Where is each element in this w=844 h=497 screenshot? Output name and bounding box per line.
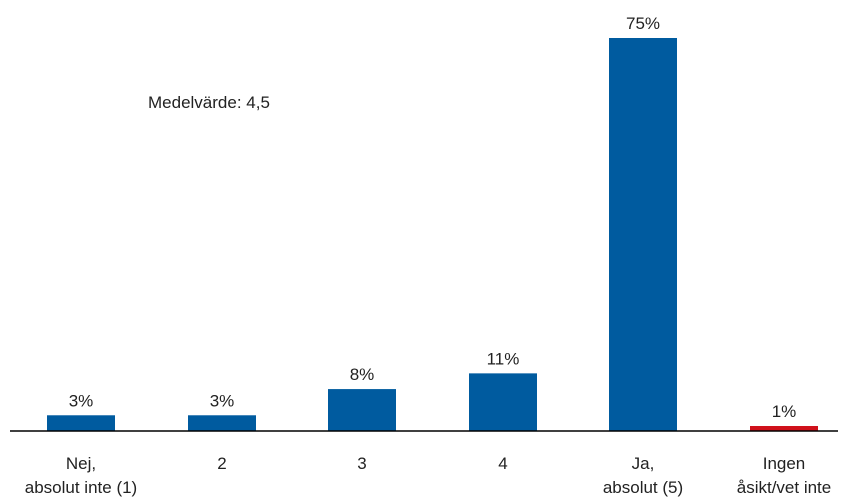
- category-label-3-line-0: 4: [498, 454, 507, 473]
- category-label-0-line-0: Nej,: [66, 454, 96, 473]
- value-label-3: 11%: [487, 349, 520, 368]
- bar-3: [469, 373, 537, 431]
- category-label-0-line-1: absolut inte (1): [25, 478, 137, 497]
- value-label-4: 75%: [626, 14, 660, 33]
- bar-1: [188, 415, 256, 431]
- value-label-5: 1%: [772, 402, 797, 421]
- category-label-4-line-0: Ja,: [632, 454, 655, 473]
- category-label-1-line-0: 2: [217, 454, 226, 473]
- bar-0: [47, 415, 115, 431]
- category-label-5-line-0: Ingen: [763, 454, 806, 473]
- category-label-4-line-1: absolut (5): [603, 478, 683, 497]
- category-label-5-line-1: åsikt/vet inte: [737, 478, 832, 497]
- value-label-0: 3%: [69, 391, 94, 410]
- bars-group: [47, 38, 818, 431]
- bar-2: [328, 389, 396, 431]
- bar-4: [609, 38, 677, 431]
- category-label-2-line-0: 3: [357, 454, 366, 473]
- value-label-2: 8%: [350, 365, 375, 384]
- bar-5: [750, 426, 818, 431]
- mean-annotation: Medelvärde: 4,5: [148, 93, 270, 112]
- value-labels-group: 3% 3% 8% 11% 75% 1%: [69, 14, 797, 421]
- category-labels-group: Nej, absolut inte (1) 2 3 4 Ja, absolut (5) Ing…: [25, 454, 831, 497]
- value-label-1: 3%: [210, 391, 235, 410]
